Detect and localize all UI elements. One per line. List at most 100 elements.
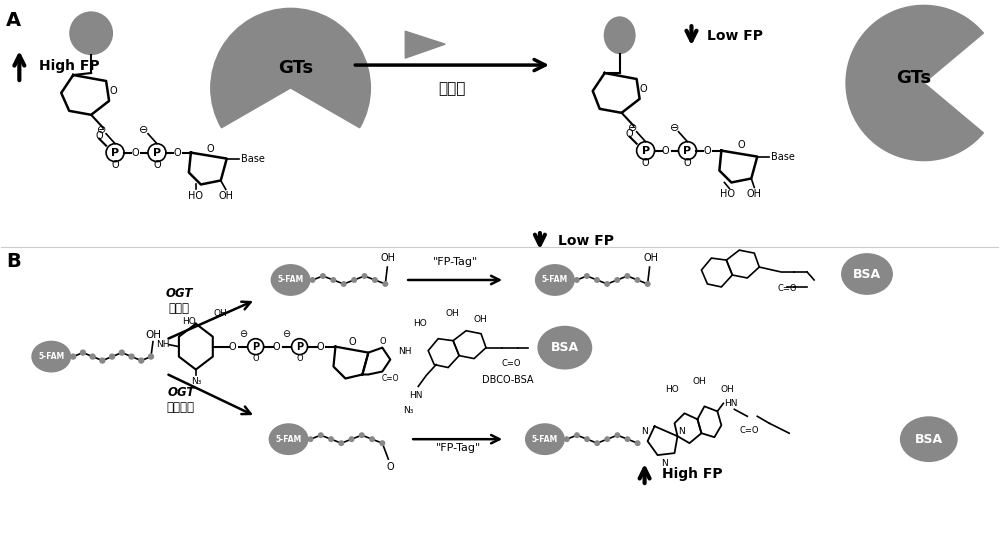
Text: P: P xyxy=(683,146,692,156)
Text: 5-FAM: 5-FAM xyxy=(532,434,558,444)
Circle shape xyxy=(679,142,696,160)
Text: HO: HO xyxy=(182,317,196,326)
Text: O: O xyxy=(173,147,181,158)
Text: High FP: High FP xyxy=(39,59,100,73)
Text: OGT: OGT xyxy=(167,386,195,400)
Text: OH: OH xyxy=(693,377,706,386)
Ellipse shape xyxy=(269,423,309,455)
Text: O: O xyxy=(662,146,669,156)
Circle shape xyxy=(635,440,641,446)
Text: O: O xyxy=(642,157,649,168)
Text: OGT: OGT xyxy=(165,287,193,300)
Circle shape xyxy=(109,353,115,360)
Text: 5-FAM: 5-FAM xyxy=(277,275,304,284)
Text: O: O xyxy=(738,140,745,150)
Text: C=O: C=O xyxy=(740,426,759,435)
Text: "FP-Tag": "FP-Tag" xyxy=(433,257,478,267)
Text: O: O xyxy=(109,86,117,96)
Circle shape xyxy=(614,277,620,283)
Circle shape xyxy=(89,353,96,360)
Text: DBCO-BSA: DBCO-BSA xyxy=(482,375,534,385)
Circle shape xyxy=(128,353,135,360)
Text: OH: OH xyxy=(381,253,396,263)
Text: ⊖: ⊖ xyxy=(97,125,107,135)
Circle shape xyxy=(341,281,347,287)
Text: O: O xyxy=(95,131,103,141)
Text: "FP-Tag": "FP-Tag" xyxy=(435,443,481,453)
Text: ⊖: ⊖ xyxy=(139,125,149,135)
Text: O: O xyxy=(640,84,647,94)
Circle shape xyxy=(625,436,630,442)
Text: O: O xyxy=(349,337,356,347)
Text: 5-FAM: 5-FAM xyxy=(542,275,568,284)
Polygon shape xyxy=(405,31,445,58)
Text: HN: HN xyxy=(409,391,423,400)
Text: HO: HO xyxy=(665,385,678,394)
Circle shape xyxy=(70,353,76,360)
Circle shape xyxy=(369,436,375,442)
Text: N: N xyxy=(661,459,668,468)
Text: OH: OH xyxy=(643,253,658,263)
Circle shape xyxy=(614,432,620,438)
Text: P: P xyxy=(111,147,119,158)
Text: BSA: BSA xyxy=(551,341,579,354)
Text: OH: OH xyxy=(214,309,228,319)
Text: O: O xyxy=(704,146,711,156)
Circle shape xyxy=(594,440,600,446)
Text: Base: Base xyxy=(771,152,795,162)
Circle shape xyxy=(634,277,640,283)
Text: NH: NH xyxy=(156,340,170,349)
Text: HO: HO xyxy=(188,192,203,201)
Circle shape xyxy=(382,281,388,287)
Text: ⊖: ⊖ xyxy=(239,328,247,339)
Circle shape xyxy=(248,339,264,354)
Text: 5-FAM: 5-FAM xyxy=(38,352,64,361)
Text: 5-FAM: 5-FAM xyxy=(275,434,302,444)
Circle shape xyxy=(292,339,308,354)
Text: N₃: N₃ xyxy=(191,377,201,386)
Text: BSA: BSA xyxy=(915,433,943,445)
Circle shape xyxy=(584,436,590,442)
Text: HO: HO xyxy=(720,189,735,199)
Circle shape xyxy=(99,357,106,364)
Text: GTs: GTs xyxy=(896,69,931,87)
Text: P: P xyxy=(252,342,259,352)
Text: OH: OH xyxy=(473,315,487,324)
Circle shape xyxy=(338,440,344,446)
Text: OH: OH xyxy=(747,189,762,199)
Circle shape xyxy=(69,12,113,55)
Ellipse shape xyxy=(900,416,958,462)
Circle shape xyxy=(320,273,326,279)
Ellipse shape xyxy=(535,264,575,296)
Circle shape xyxy=(362,273,368,279)
Circle shape xyxy=(574,277,580,283)
Text: 抑制剂: 抑制剂 xyxy=(168,302,189,315)
Wedge shape xyxy=(846,6,983,161)
Circle shape xyxy=(119,349,125,356)
Circle shape xyxy=(574,432,580,438)
Text: O: O xyxy=(131,147,139,158)
Circle shape xyxy=(330,277,336,283)
Ellipse shape xyxy=(271,264,311,296)
Circle shape xyxy=(349,436,355,442)
Circle shape xyxy=(604,281,610,287)
Text: N₃: N₃ xyxy=(403,406,413,415)
Circle shape xyxy=(604,436,610,442)
Text: ⊖: ⊖ xyxy=(628,123,637,132)
Circle shape xyxy=(594,277,600,283)
Text: O: O xyxy=(684,157,691,168)
Text: 抑制剂: 抑制剂 xyxy=(438,81,466,96)
Circle shape xyxy=(148,353,154,360)
Text: P: P xyxy=(153,147,161,158)
Text: GTs: GTs xyxy=(278,59,313,77)
Text: OH: OH xyxy=(145,330,161,339)
Circle shape xyxy=(564,436,570,442)
Ellipse shape xyxy=(841,253,893,295)
Ellipse shape xyxy=(604,17,636,54)
Text: C=O: C=O xyxy=(777,284,797,293)
Text: OH: OH xyxy=(218,192,233,201)
Circle shape xyxy=(308,436,314,442)
Text: O: O xyxy=(626,129,633,139)
Text: Low FP: Low FP xyxy=(707,29,763,43)
Text: C=O: C=O xyxy=(382,374,399,383)
